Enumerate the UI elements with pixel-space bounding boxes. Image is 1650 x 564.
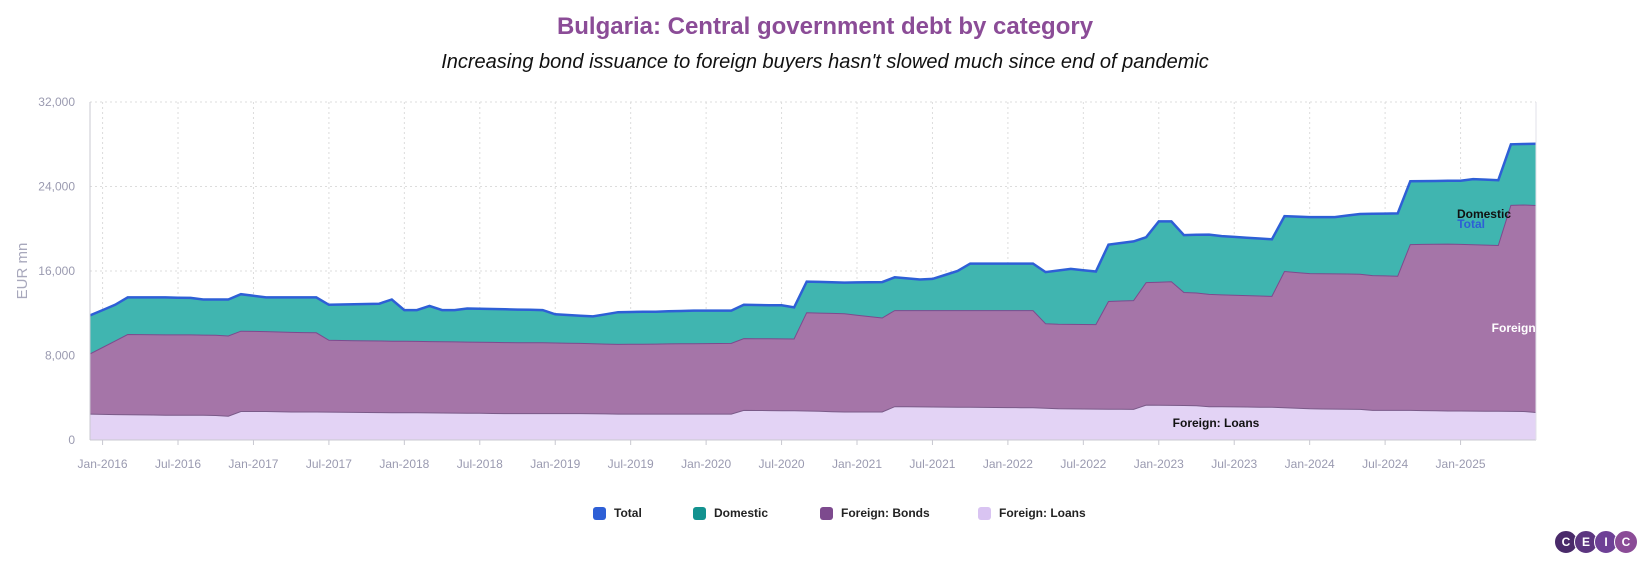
y-tick-label: 8,000	[45, 349, 75, 363]
x-tick-label: Jan-2018	[379, 457, 429, 471]
y-tick-label: 0	[68, 433, 75, 447]
legend-swatch-foreign-bonds	[820, 506, 833, 520]
annotation-domestic: Domestic	[1457, 207, 1511, 221]
x-tick-label: Jul-2018	[457, 457, 503, 471]
chart-legend: Total Domestic Foreign: Bonds Foreign: L…	[0, 506, 1650, 526]
x-tick-label: Jul-2020	[759, 457, 805, 471]
x-tick-label: Jan-2024	[1285, 457, 1335, 471]
legend-swatch-foreign-loans	[978, 506, 991, 520]
logo-letter-c2: C	[1614, 530, 1638, 554]
x-tick-label: Jul-2017	[306, 457, 352, 471]
legend-item-foreign-bonds[interactable]: Foreign: Bonds	[820, 506, 930, 520]
chart-title: Bulgaria: Central government debt by cat…	[556, 13, 1094, 40]
y-tick-label: 32,000	[38, 95, 75, 109]
x-tick-label: Jan-2021	[832, 457, 882, 471]
legend-item-total[interactable]: Total	[593, 506, 642, 520]
area-foreign-loans	[90, 405, 1536, 440]
line-total	[89, 142, 1537, 318]
chart-subtitle: Increasing bond issuance to foreign buye…	[441, 51, 1209, 73]
y-axis-label: EUR mn	[14, 243, 31, 300]
x-tick-label: Jan-2016	[78, 457, 128, 471]
legend-label-foreign-bonds: Foreign: Bonds	[841, 506, 930, 520]
x-tick-label: Jan-2020	[681, 457, 731, 471]
annotation-foreign-loans: Foreign: Loans	[1173, 416, 1260, 430]
x-tick-label: Jan-2025	[1436, 457, 1486, 471]
x-tick-label: Jan-2022	[983, 457, 1033, 471]
x-tick-label: Jul-2019	[608, 457, 654, 471]
legend-label-foreign-loans: Foreign: Loans	[999, 506, 1086, 520]
x-tick-label: Jan-2019	[530, 457, 580, 471]
legend-label-total: Total	[614, 506, 642, 520]
line-foreign-bonds	[89, 204, 1537, 355]
annotation-total: Total	[1457, 217, 1485, 231]
x-tick-label: Jul-2016	[155, 457, 201, 471]
x-tick-label: Jul-2022	[1060, 457, 1106, 471]
legend-swatch-domestic	[693, 506, 706, 520]
y-tick-label: 24,000	[38, 180, 75, 194]
area-foreign-bonds	[90, 205, 1536, 417]
ceic-logo: C E I C	[1554, 530, 1638, 554]
x-tick-label: Jul-2021	[909, 457, 955, 471]
y-tick-label: 16,000	[38, 264, 75, 278]
legend-swatch-total	[593, 506, 606, 520]
annotation-foreign-bonds: Foreign: Bonds	[1492, 321, 1581, 335]
legend-label-domestic: Domestic	[714, 506, 769, 520]
legend-item-foreign-loans[interactable]: Foreign: Loans	[978, 506, 1086, 520]
legend-item-domestic[interactable]: Domestic	[693, 506, 768, 520]
x-tick-label: Jul-2024	[1362, 457, 1408, 471]
x-tick-label: Jan-2017	[228, 457, 278, 471]
x-tick-label: Jul-2023	[1211, 457, 1257, 471]
area-domestic	[90, 143, 1536, 354]
stacked-area-chart: 0 8,000 16,000 24,000 32,000 Jan-2016 Jul-2016…	[14, 95, 1581, 471]
line-foreign-loans	[89, 404, 1537, 417]
x-tick-label: Jan-2023	[1134, 457, 1184, 471]
